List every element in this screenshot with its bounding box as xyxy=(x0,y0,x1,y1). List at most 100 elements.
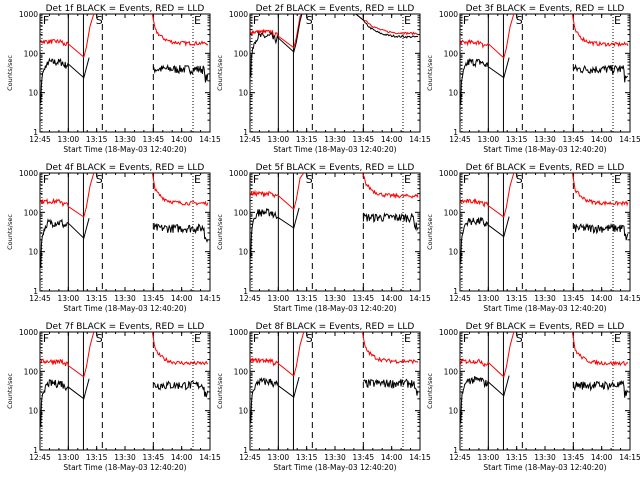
marker-E: E xyxy=(194,332,201,345)
x-tick-label: 14:15 xyxy=(199,135,221,144)
x-tick-label: 13:30 xyxy=(324,135,346,144)
panel-det-1: Det 1f BLACK = Events, RED = LLD 1 10 100 10… xyxy=(6,4,221,154)
y-tick-label: 1 xyxy=(33,446,38,455)
x-tick-label: 12:45 xyxy=(449,294,471,303)
x-tick-label: 14:15 xyxy=(619,453,640,462)
y-tick-label: 10 xyxy=(448,407,458,416)
x-tick-label: 14:00 xyxy=(381,294,403,303)
x-tick-label: 13:15 xyxy=(296,135,318,144)
panel-det-7: Det 7f BLACK = Events, RED = LLD 1 10 100 10… xyxy=(6,322,221,472)
panel-det-5: Det 5f BLACK = Events, RED = LLD 1 10 100 10… xyxy=(216,163,431,313)
y-tick-label: 1000 xyxy=(439,328,458,337)
panel-det-4: Det 4f BLACK = Events, RED = LLD 1 10 100 10… xyxy=(6,163,221,313)
events-series-line xyxy=(460,57,629,105)
y-tick-label: 10 xyxy=(28,89,38,98)
y-tick-label: 1000 xyxy=(19,10,38,19)
panel-title: Det 5f BLACK = Events, RED = LLD xyxy=(256,163,415,173)
marker-F: F xyxy=(43,14,49,27)
x-tick-label: 13:45 xyxy=(143,453,165,462)
x-axis-label: Start Time (18-May-03 12:40:20) xyxy=(63,304,186,313)
marker-E: E xyxy=(404,332,411,345)
lld-series-line xyxy=(40,13,209,58)
y-tick-label: 10 xyxy=(448,248,458,257)
x-tick-label: 14:00 xyxy=(171,294,193,303)
plot-frame xyxy=(249,13,421,133)
x-tick-label: 13:30 xyxy=(534,453,556,462)
events-series-line xyxy=(250,376,419,424)
y-tick-label: 1 xyxy=(453,446,458,455)
events-series-line xyxy=(460,216,629,263)
x-axis-label: Start Time (18-May-03 12:40:20) xyxy=(273,304,396,313)
y-tick-label: 1000 xyxy=(439,10,458,19)
x-tick-label: 13:15 xyxy=(296,294,318,303)
x-tick-label: 13:45 xyxy=(143,135,165,144)
marker-F: F xyxy=(253,173,259,186)
plot-frame xyxy=(249,331,421,451)
marker-E: E xyxy=(194,14,201,27)
x-tick-label: 13:00 xyxy=(478,135,500,144)
y-tick-label: 100 xyxy=(234,367,249,376)
x-tick-label: 13:15 xyxy=(86,135,108,144)
marker-F: F xyxy=(463,173,469,186)
x-tick-label: 12:45 xyxy=(239,294,261,303)
panel-title: Det 6f BLACK = Events, RED = LLD xyxy=(466,163,625,173)
plot-frame xyxy=(459,13,631,133)
panel-det-3: Det 3f BLACK = Events, RED = LLD 1 10 100 10… xyxy=(426,4,640,154)
x-tick-label: 12:45 xyxy=(239,135,261,144)
y-axis-label: Counts/sec xyxy=(426,55,434,91)
x-tick-label: 14:15 xyxy=(409,294,431,303)
marker-E: E xyxy=(194,173,201,186)
y-axis-label: Counts/sec xyxy=(426,373,434,409)
panel-title: Det 3f BLACK = Events, RED = LLD xyxy=(466,4,625,14)
y-axis-label: Counts/sec xyxy=(6,214,14,250)
x-tick-label: 13:00 xyxy=(58,453,80,462)
y-tick-label: 100 xyxy=(444,208,459,217)
marker-F: F xyxy=(463,332,469,345)
panel-title: Det 9f BLACK = Events, RED = LLD xyxy=(466,322,625,332)
x-tick-label: 13:00 xyxy=(268,294,290,303)
plot-frame xyxy=(39,331,211,451)
y-tick-label: 100 xyxy=(24,208,39,217)
y-tick-label: 1 xyxy=(243,446,248,455)
panel-det-6: Det 6f BLACK = Events, RED = LLD 1 10 100 10… xyxy=(426,163,640,313)
marker-E: E xyxy=(404,14,411,27)
x-tick-label: 13:15 xyxy=(506,294,528,303)
x-tick-label: 14:15 xyxy=(409,135,431,144)
x-tick-label: 14:15 xyxy=(619,135,640,144)
x-tick-label: 13:45 xyxy=(353,294,375,303)
marker-S: S xyxy=(96,173,103,186)
y-tick-label: 100 xyxy=(234,208,249,217)
x-axis-label: Start Time (18-May-03 12:40:20) xyxy=(63,463,186,472)
y-axis-label: Counts/sec xyxy=(216,373,224,409)
x-tick-label: 13:30 xyxy=(114,135,136,144)
x-tick-label: 13:30 xyxy=(534,294,556,303)
marker-S: S xyxy=(516,173,523,186)
x-tick-label: 13:45 xyxy=(143,294,165,303)
marker-S: S xyxy=(306,173,313,186)
x-tick-label: 13:00 xyxy=(58,135,80,144)
marker-E: E xyxy=(404,173,411,186)
x-tick-label: 14:15 xyxy=(199,453,221,462)
marker-S: S xyxy=(306,332,313,345)
marker-S: S xyxy=(516,332,523,345)
x-tick-label: 13:00 xyxy=(268,453,290,462)
x-tick-label: 14:00 xyxy=(171,453,193,462)
marker-E: E xyxy=(614,173,621,186)
x-axis-label: Start Time (18-May-03 12:40:20) xyxy=(483,463,606,472)
marker-F: F xyxy=(43,173,49,186)
panel-title: Det 7f BLACK = Events, RED = LLD xyxy=(46,322,205,332)
y-tick-label: 1 xyxy=(453,128,458,137)
x-tick-label: 14:00 xyxy=(381,135,403,144)
y-axis-label: Counts/sec xyxy=(6,55,14,91)
plot-frame xyxy=(249,172,421,292)
x-tick-label: 13:15 xyxy=(506,453,528,462)
y-tick-label: 10 xyxy=(28,248,38,257)
lld-series-line xyxy=(40,172,209,218)
y-tick-label: 1000 xyxy=(229,169,248,178)
marker-F: F xyxy=(253,332,259,345)
x-tick-label: 13:15 xyxy=(86,294,108,303)
x-tick-label: 14:15 xyxy=(619,294,640,303)
y-tick-label: 1000 xyxy=(229,10,248,19)
y-tick-label: 1 xyxy=(243,287,248,296)
